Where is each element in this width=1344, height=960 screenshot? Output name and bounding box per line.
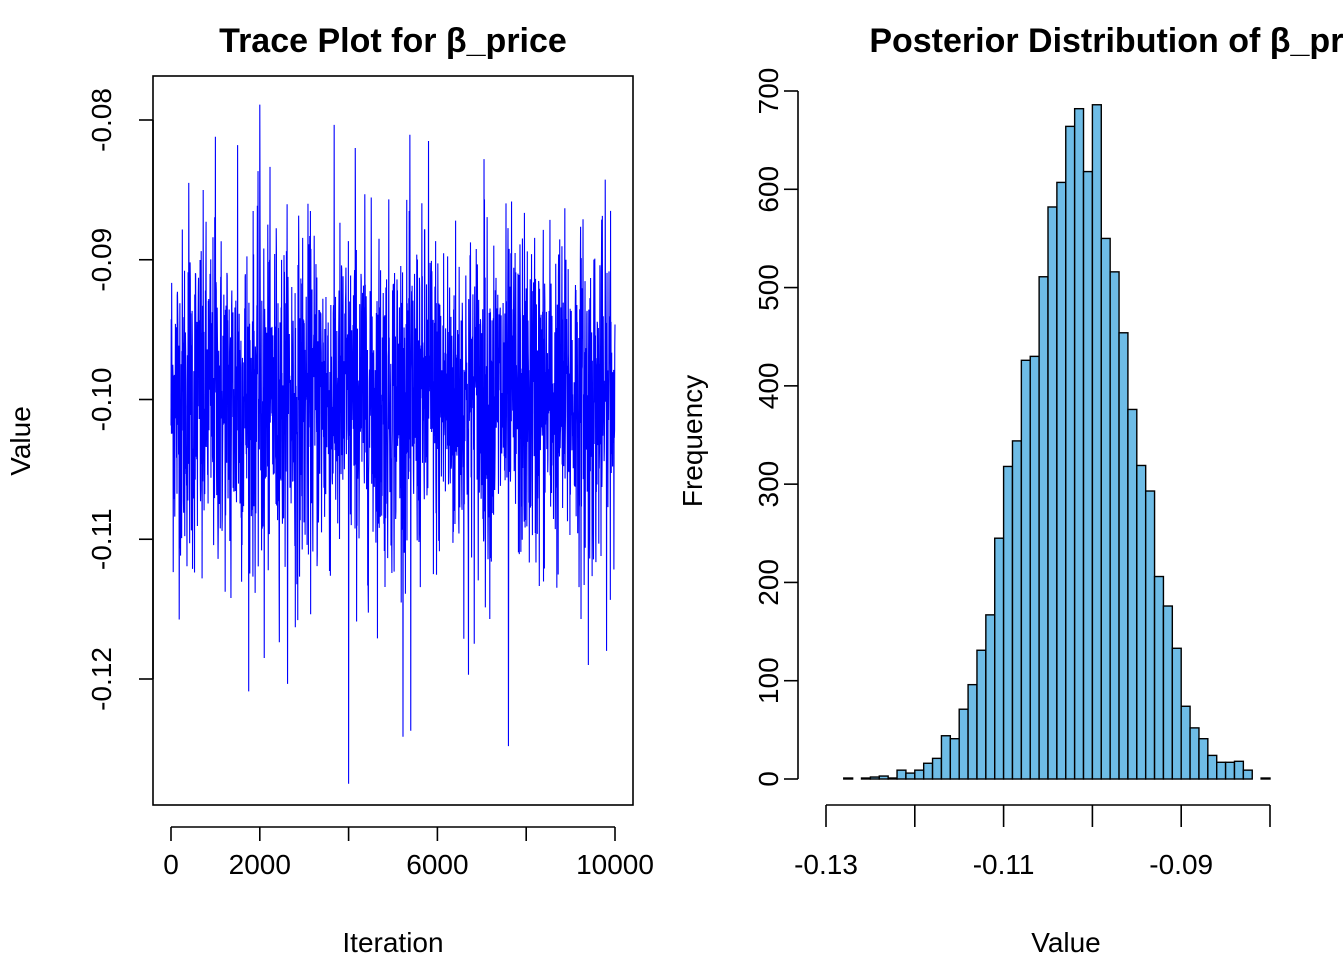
histogram-x-tick-label: -0.13 — [794, 849, 858, 880]
histogram-y-tick-label: 600 — [753, 166, 784, 213]
histogram-bar — [1047, 206, 1058, 780]
histogram-bar — [1153, 575, 1165, 780]
histogram-bar — [869, 776, 880, 780]
histogram-y-tick-label: 300 — [753, 461, 784, 508]
histogram-y-tick-label: 700 — [753, 68, 784, 115]
trace-x-tick-label: 6000 — [406, 849, 468, 880]
trace-plot-title: Trace Plot for β_price — [219, 22, 567, 60]
histogram-bar — [1002, 465, 1014, 780]
histogram-y-tick-label: 400 — [753, 362, 784, 409]
trace-y-tick-label: -0.10 — [86, 368, 117, 432]
histogram-bar — [967, 683, 978, 780]
histogram-bar — [1073, 107, 1085, 780]
trace-x-tick-label: 0 — [163, 849, 179, 880]
histogram-bar — [976, 649, 987, 780]
histogram-bar — [949, 738, 960, 780]
histogram-bar — [914, 769, 925, 780]
histogram-bar — [1065, 125, 1076, 780]
histogram-bar — [843, 777, 854, 780]
histogram-bar — [1260, 777, 1271, 780]
histogram-bar — [1091, 104, 1102, 780]
histogram-bar — [1038, 276, 1049, 780]
histogram-bar — [985, 614, 996, 780]
histogram-bar — [905, 772, 916, 780]
histogram-bar — [1198, 738, 1209, 780]
trace-x-axis: 0 2000 6000 10000 — [163, 826, 654, 880]
histogram-bar — [1180, 705, 1191, 780]
histogram-bar — [1056, 181, 1067, 780]
histogram-bar — [1029, 355, 1040, 780]
histogram-y-tick-label: 100 — [753, 657, 784, 704]
trace-y-tick-label: -0.11 — [86, 508, 117, 570]
histogram-bar — [1162, 605, 1174, 780]
histogram-bar — [931, 757, 943, 780]
histogram-bar — [1109, 271, 1120, 780]
trace-plot-panel: Trace Plot for β_price 0 2000 6000 10000 -0… — [5, 22, 654, 958]
trace-line — [170, 104, 616, 784]
histogram-bar — [1011, 440, 1023, 780]
histogram-bar — [1207, 754, 1218, 780]
trace-x-axis-label: Iteration — [342, 927, 443, 958]
histogram-bar — [878, 775, 889, 780]
histogram-x-tick-label: -0.09 — [1149, 849, 1213, 880]
histogram-bar — [994, 537, 1005, 780]
trace-y-tick-label: -0.09 — [86, 228, 117, 292]
histogram-bar — [1233, 760, 1245, 780]
histogram-bar — [860, 777, 872, 780]
histogram-bar — [1127, 408, 1138, 780]
histogram-bar — [1020, 359, 1031, 780]
histogram-x-tick-label: -0.11 — [973, 849, 1035, 880]
trace-x-tick-label: 10000 — [576, 849, 654, 880]
histogram-y-tick-label: 500 — [753, 264, 784, 311]
histogram-bar — [1224, 761, 1236, 780]
histogram-bar — [940, 735, 952, 780]
trace-y-tick-label: -0.08 — [86, 88, 117, 152]
trace-y-axis-label: Value — [5, 406, 36, 476]
histogram-title: Posterior Distribution of β_price — [869, 22, 1344, 60]
histogram-bar — [1216, 761, 1227, 780]
histogram-bar — [1171, 647, 1182, 780]
histogram-bar — [922, 762, 934, 780]
trace-y-tick-label: -0.12 — [86, 647, 117, 711]
histogram-bars — [843, 104, 1271, 780]
histogram-bar — [1118, 332, 1129, 780]
histogram-bar — [896, 769, 907, 780]
histogram-y-axis-label: Frequency — [677, 375, 708, 507]
histogram-bar — [1136, 464, 1147, 780]
trace-x-tick-label: 2000 — [229, 849, 291, 880]
posterior-histogram-panel: Posterior Distribution of β_price -0.13-… — [677, 22, 1344, 958]
histogram-x-axis-label: Value — [1031, 927, 1101, 958]
histogram-y-tick-label: 0 — [753, 771, 784, 787]
trace-series-line — [170, 104, 616, 784]
histogram-x-axis: -0.13 -0.11 -0.09 — [794, 804, 1271, 880]
histogram-bar — [958, 708, 969, 780]
histogram-y-axis: 0 100 200 300 400 500 600 700 — [753, 68, 799, 787]
trace-y-axis: -0.12 -0.11 -0.10 -0.09 -0.08 — [86, 88, 154, 711]
histogram-bar — [1144, 490, 1156, 780]
histogram-bar — [1242, 769, 1253, 780]
histogram-bar — [887, 777, 898, 780]
histogram-y-tick-label: 200 — [753, 559, 784, 606]
histogram-bar — [1189, 727, 1200, 780]
histogram-bar — [1082, 170, 1094, 780]
histogram-bar — [1100, 237, 1111, 780]
